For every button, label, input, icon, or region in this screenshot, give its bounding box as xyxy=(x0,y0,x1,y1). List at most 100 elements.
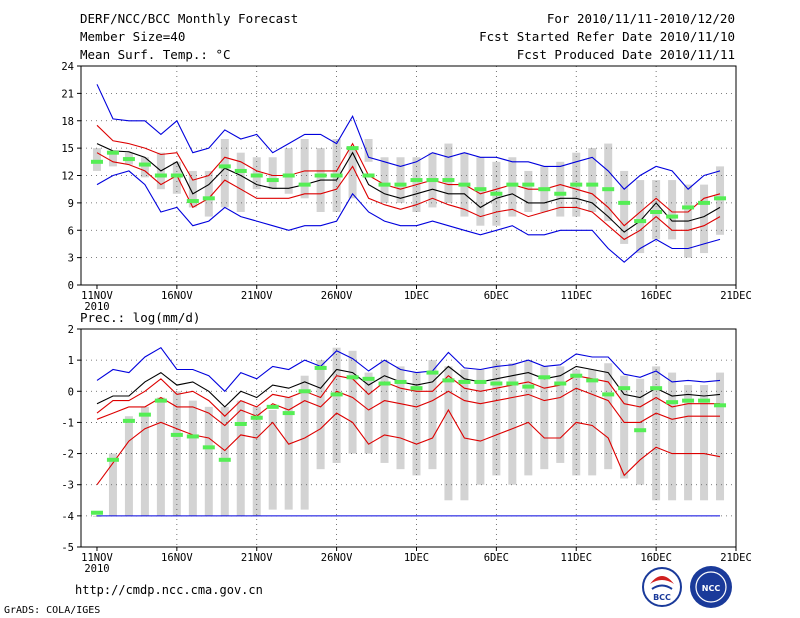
temp-spread-box-34 xyxy=(620,170,629,244)
precipitation-panel: -5 -4 -3 -2 -1 0 1 2 11NOV 16NOV 21NOV 26NOV 1DEC 6DE… xyxy=(61,324,751,575)
forecast-start-date: Fcst Started Refer Date 2010/11/10 xyxy=(479,29,735,44)
prec-ytick-label-0: 0 xyxy=(68,386,74,398)
prec-spread-box-20 xyxy=(396,366,405,470)
prec-spread-box-30 xyxy=(556,366,565,463)
prec-spread-box-40 xyxy=(716,372,725,501)
temp-spread-box-9 xyxy=(220,139,229,208)
prec-ytick-label--4: -4 xyxy=(61,511,74,523)
temp-spread-box-39 xyxy=(700,184,709,254)
prec-marker-32 xyxy=(586,378,599,383)
prec-series-upper-envelope xyxy=(96,346,721,393)
prec-spread-box-10 xyxy=(236,400,245,516)
temp-spread-box-28 xyxy=(524,170,533,212)
prec-spread-box-27 xyxy=(508,363,517,485)
prec-marker-2 xyxy=(106,457,119,462)
temp-xtick-label-21NOV: 21NOV xyxy=(241,290,273,302)
prec-marker-6 xyxy=(170,432,183,437)
temp-series-upper-spread xyxy=(96,124,721,227)
temp-spread-box-40 xyxy=(716,166,725,235)
ncc-logo-text: NCC xyxy=(702,584,721,593)
temp-marker-26 xyxy=(490,191,503,196)
temp-marker-36 xyxy=(650,210,663,214)
prec-spread-box-24 xyxy=(460,369,469,501)
prec-marker-30 xyxy=(554,381,567,386)
temp-xtick-label-6DEC: 6DEC xyxy=(484,290,509,302)
prec-xtick-year: 2010 xyxy=(84,563,109,575)
temp-xtick-label-26NOV: 26NOV xyxy=(321,290,353,302)
temp-panel-label: Mean Surf. Temp.: °C xyxy=(80,47,231,62)
prec-marker-16 xyxy=(330,392,343,397)
temp-marker-7 xyxy=(186,199,199,204)
forecast-produced-date: Fcst Produced Date 2010/11/11 xyxy=(517,47,735,62)
temp-spread-box-35 xyxy=(636,180,645,254)
prec-xtick-label-11NOV: 11NOV xyxy=(81,552,113,564)
temp-xtick-label-16DEC: 16DEC xyxy=(640,290,672,302)
prec-marker-27 xyxy=(506,381,519,386)
temp-spread-box-37 xyxy=(668,180,677,240)
prec-spread-box-2 xyxy=(108,453,117,516)
temp-spread-box-20 xyxy=(396,157,405,203)
temp-marker-5 xyxy=(154,173,167,178)
prec-spread-box-26 xyxy=(492,360,501,476)
temp-marker-33 xyxy=(602,187,615,192)
prec-marker-22 xyxy=(426,370,439,375)
temp-spread-box-11 xyxy=(252,157,261,190)
prec-series-ensemble-mean xyxy=(96,365,721,408)
prec-xtick-label-16NOV: 16NOV xyxy=(161,552,193,564)
temp-spread-box-2 xyxy=(108,152,117,167)
prec-xtick-label-1DEC: 1DEC xyxy=(404,552,429,564)
prec-plot-border xyxy=(80,328,737,548)
member-size: Member Size=40 xyxy=(80,29,185,44)
prec-marker-13 xyxy=(282,411,295,416)
temp-spread-box-18 xyxy=(364,139,373,162)
prec-spread-box-38 xyxy=(684,385,693,501)
temp-ytick-label-6: 6 xyxy=(68,225,74,237)
prec-marker-38 xyxy=(682,398,695,403)
prec-marker-8 xyxy=(202,445,215,450)
temp-marker-19 xyxy=(378,182,391,187)
prec-spread-box-12 xyxy=(268,409,277,510)
prec-spread-box-16 xyxy=(332,347,341,463)
prec-series-lower-spread xyxy=(96,387,720,427)
temp-marker-30 xyxy=(554,191,567,196)
temp-series-lower-envelope xyxy=(96,170,721,263)
grads-credit: GrADS: COLA/IGES xyxy=(4,605,100,616)
temp-marker-16 xyxy=(330,173,343,178)
prec-spread-box-4 xyxy=(140,406,149,516)
temp-marker-17 xyxy=(346,146,359,151)
temp-marker-27 xyxy=(506,182,519,187)
temp-series-upper-envelope xyxy=(96,84,721,190)
prec-xtick-label-16DEC: 16DEC xyxy=(640,552,672,564)
prec-marker-31 xyxy=(570,373,583,378)
temp-marker-23 xyxy=(442,178,455,183)
prec-spread-box-19 xyxy=(380,360,389,463)
temp-marker-3 xyxy=(122,157,135,162)
prec-spread-box-39 xyxy=(700,385,709,501)
prec-spread-box-18 xyxy=(364,372,373,454)
prec-spread-box-17 xyxy=(348,350,357,454)
temp-marker-35 xyxy=(634,219,647,224)
temp-spread-box-36 xyxy=(652,180,661,240)
temp-marker-15 xyxy=(314,173,327,178)
temp-marker-22 xyxy=(426,178,439,183)
temp-marker-39 xyxy=(698,200,711,205)
temp-marker-29 xyxy=(538,187,551,192)
prec-marker-26 xyxy=(490,381,503,386)
temp-marker-38 xyxy=(682,205,695,210)
temp-marker-11 xyxy=(250,173,263,178)
prec-ytick-label-1: 1 xyxy=(68,355,74,367)
temp-marker-34 xyxy=(618,200,631,205)
prec-marker-29 xyxy=(538,375,551,380)
prec-xtick-label-6DEC: 6DEC xyxy=(484,552,509,564)
prec-spread-box-33 xyxy=(604,363,613,470)
prec-spread-box-36 xyxy=(652,366,661,501)
prec-marker-33 xyxy=(602,392,615,397)
temp-spread-box-10 xyxy=(236,152,245,212)
temp-ytick-label-12: 12 xyxy=(61,171,74,183)
temp-xtick-year: 2010 xyxy=(84,301,109,313)
source-url: http://cmdp.ncc.cma.gov.cn xyxy=(75,583,263,597)
temp-spread-box-27 xyxy=(508,157,517,217)
temp-marker-12 xyxy=(266,178,279,183)
prec-marker-19 xyxy=(378,381,391,386)
prec-ytick-label--1: -1 xyxy=(61,417,74,429)
